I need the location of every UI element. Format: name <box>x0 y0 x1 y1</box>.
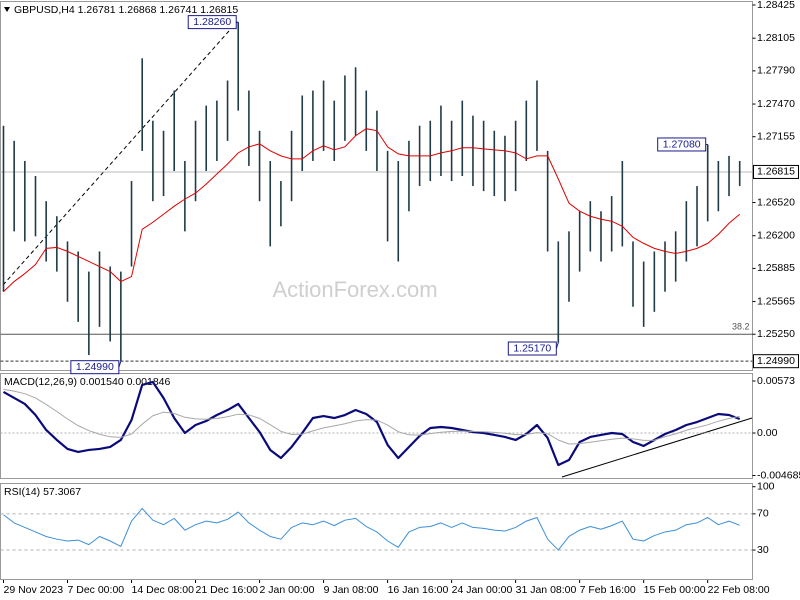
y-tick-label: 0.00573 <box>757 375 795 387</box>
low-line-box <box>753 354 799 369</box>
annotation-label: 1.24990 <box>76 361 114 373</box>
macd-trend-line <box>561 417 753 478</box>
y-tick-label: 1.27790 <box>757 65 795 77</box>
y-tick-label: 1.28425 <box>757 0 795 11</box>
x-tick-label: 15 Feb 00:00 <box>644 584 706 596</box>
price-box <box>753 164 799 179</box>
y-tick-label: 1.25885 <box>757 262 795 274</box>
x-tick-label: 21 Dec 16:00 <box>196 584 259 596</box>
annotation-label: 1.27080 <box>663 138 701 150</box>
rsi-panel <box>0 483 753 580</box>
x-tick-label: 2 Jan 00:00 <box>260 584 315 596</box>
y-tick-label: 100 <box>757 480 775 492</box>
rsi-title: RSI(14) 57.3067 <box>4 486 81 498</box>
macd-panel <box>0 373 753 479</box>
y-tick-label: 1.28105 <box>757 32 795 44</box>
moving-average <box>3 128 741 292</box>
y-tick-label: 1.27155 <box>757 130 795 142</box>
x-tick-label: 7 Dec 00:00 <box>68 584 125 596</box>
y-tick-label: 0.00 <box>757 427 778 439</box>
y-tick-label: -0.004685 <box>757 469 800 481</box>
symbol-marker <box>4 7 10 12</box>
series-line <box>3 507 740 551</box>
x-tick-label: 22 Feb 08:00 <box>708 584 770 596</box>
fib-level-label: 38.2 <box>732 322 750 332</box>
x-tick-label: 24 Jan 00:00 <box>452 584 513 596</box>
annotation-box <box>70 360 120 375</box>
price-panel <box>0 1 753 371</box>
low-line-label: 1.24990 <box>757 355 795 367</box>
y-tick-label: 30 <box>757 544 769 556</box>
annotation-box <box>187 15 237 30</box>
annotation-label: 1.28260 <box>193 16 231 28</box>
y-tick-label: 1.26520 <box>757 196 795 208</box>
x-tick-label: 16 Jan 16:00 <box>388 584 449 596</box>
series-line <box>2 380 741 467</box>
x-tick-label: 31 Jan 08:00 <box>516 584 577 596</box>
price-title: GBPUSD,H4 1.26781 1.26868 1.26741 1.2681… <box>14 4 238 16</box>
price-label: 1.26815 <box>757 166 795 178</box>
x-tick-label: 14 Dec 08:00 <box>132 584 195 596</box>
x-tick-label: 29 Nov 2023 <box>3 584 63 596</box>
y-tick-label: 1.25565 <box>757 295 795 307</box>
y-tick-label: 70 <box>757 508 769 520</box>
annotation-box <box>657 137 707 152</box>
trend-line <box>2 21 238 286</box>
y-tick-label: 1.27470 <box>757 98 795 110</box>
annotation-box <box>507 341 557 356</box>
y-tick-label: 1.25250 <box>757 328 795 340</box>
y-tick-label: 1.26200 <box>757 230 795 242</box>
x-tick-label: 7 Feb 16:00 <box>580 584 636 596</box>
macd-title: MACD(12,26,9) 0.001540 0.001846 <box>4 376 171 388</box>
watermark: ActionForex.com <box>272 277 437 302</box>
x-tick-label: 9 Jan 08:00 <box>324 584 379 596</box>
series-line <box>3 388 740 445</box>
annotation-label: 1.25170 <box>513 342 551 354</box>
